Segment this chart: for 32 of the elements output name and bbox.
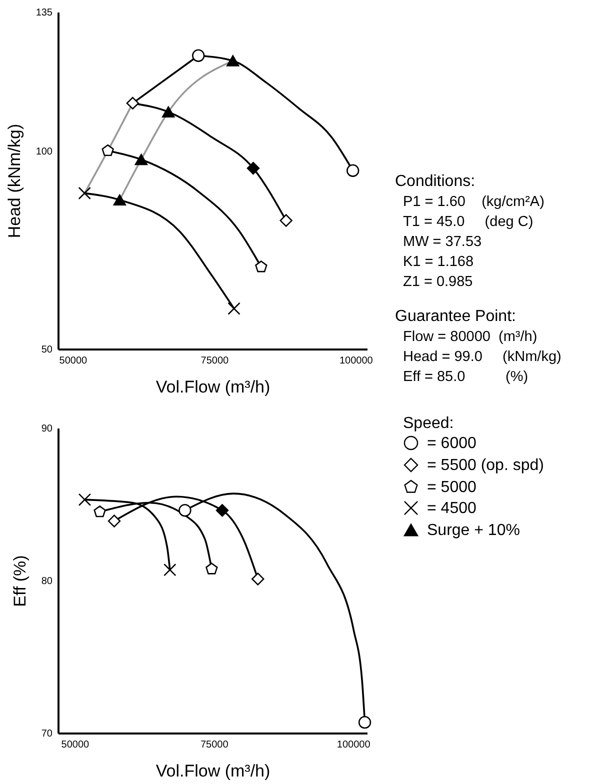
x-tick-label: 75000 [200,740,229,750]
legend-label: = 6000 [427,435,476,452]
y-tick-label: 80 [41,576,53,587]
text: Guarantee Point: [395,307,517,327]
y-tick-label: 100 [36,146,53,158]
x-tick-label: 50000 [59,356,88,366]
y-tick-label: 50 [41,344,53,356]
legend-label: = 5000 [427,479,476,496]
y-axis-title: Eff (%) [10,555,30,607]
text: Eff = 85.0 (%) [402,368,530,387]
text: K1 = 1.168 [402,253,475,272]
legend-label: = 4500 [427,500,476,517]
y-tick-label: 135 [36,8,53,18]
y-axis-title: Head (kNm/kg) [4,124,24,238]
x-tick-label: 100000 [339,356,374,366]
legend-label: = 5500 (op. spd) [427,457,544,474]
text: Conditions: [395,172,476,192]
y-tick-label: 90 [41,424,53,434]
text: Flow = 80000 (m³/h) [402,328,538,347]
text: P1 = 1.60 (kg/cm²A) [402,193,544,212]
text: Z1 = 0.985 [402,273,474,292]
x-axis-title: Vol.Flow (m³/h) [156,378,270,396]
x-tick-label: 50000 [61,740,90,750]
y-tick-label: 70 [41,728,53,740]
x-tick-label: 75000 [200,356,230,366]
x-tick-label: 100000 [336,740,371,750]
legend-title: Speed: [403,415,454,432]
x-axis-title: Vol.Flow (m³/h) [156,762,270,780]
legend-label: Surge + 10% [427,522,520,539]
text: T1 = 45.0 (deg C) [402,213,534,232]
text: Head = 99.0 (kNm/kg) [402,348,562,367]
text: MW = 37.53 [402,233,483,252]
